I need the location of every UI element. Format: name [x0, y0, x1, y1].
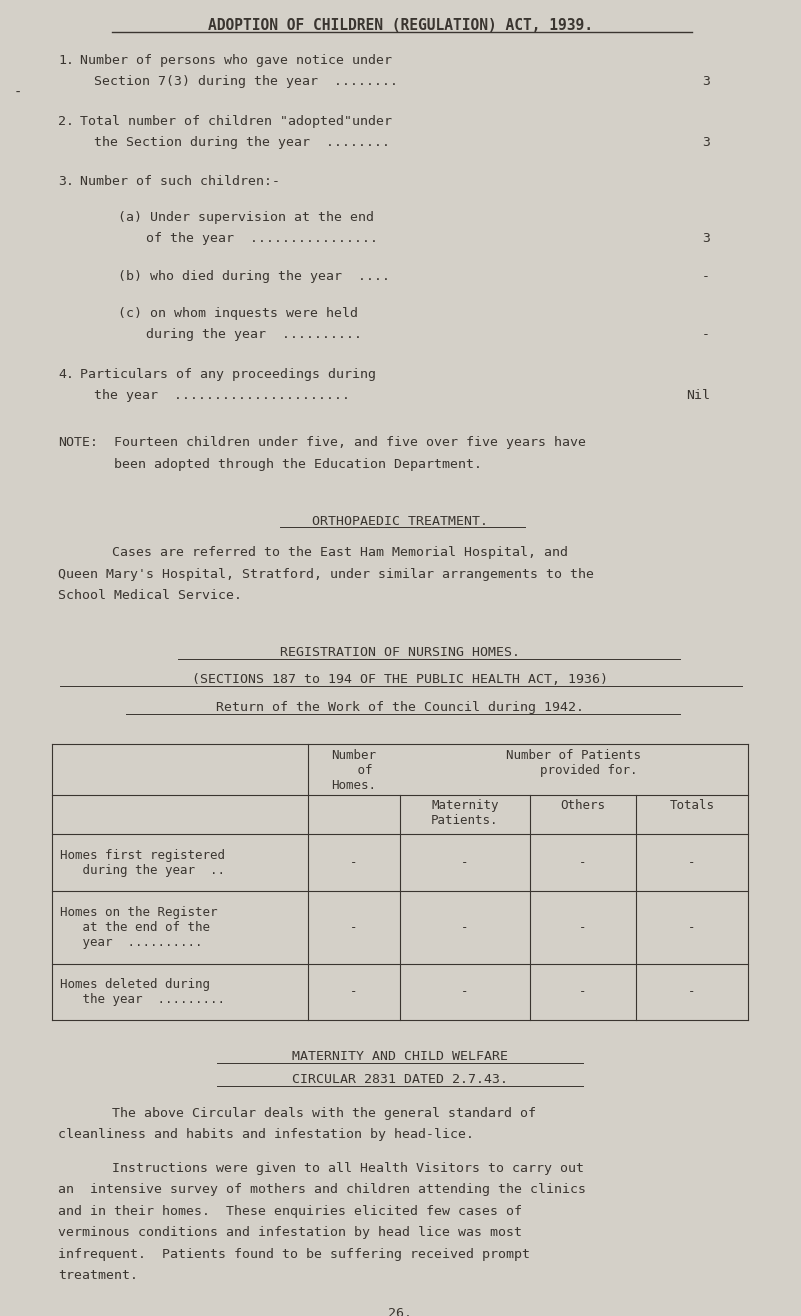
Text: -: -	[461, 855, 469, 869]
Text: Maternity
Patients.: Maternity Patients.	[431, 799, 499, 826]
Text: (SECTIONS 187 to 194 OF THE PUBLIC HEALTH ACT, 1936): (SECTIONS 187 to 194 OF THE PUBLIC HEALT…	[192, 674, 608, 687]
Text: -: -	[579, 986, 587, 999]
Text: -: -	[461, 921, 469, 934]
Text: -: -	[350, 855, 358, 869]
Text: Homes deleted during
   the year  .........: Homes deleted during the year .........	[60, 978, 225, 1005]
Text: -: -	[688, 986, 696, 999]
Text: NOTE:: NOTE:	[58, 436, 98, 449]
Text: REGISTRATION OF NURSING HOMES.: REGISTRATION OF NURSING HOMES.	[280, 646, 520, 659]
Text: the Section during the year  ........: the Section during the year ........	[94, 137, 390, 149]
Text: The above Circular deals with the general standard of: The above Circular deals with the genera…	[112, 1107, 536, 1120]
Text: Particulars of any proceedings during: Particulars of any proceedings during	[80, 367, 376, 380]
Text: Number of persons who gave notice under: Number of persons who gave notice under	[80, 54, 392, 67]
Text: Homes first registered
   during the year  ..: Homes first registered during the year .…	[60, 849, 225, 876]
Text: School Medical Service.: School Medical Service.	[58, 590, 242, 603]
Text: during the year  ..........: during the year ..........	[146, 329, 362, 341]
Text: the year  ......................: the year ......................	[94, 390, 350, 403]
Text: verminous conditions and infestation by head lice was most: verminous conditions and infestation by …	[58, 1227, 522, 1240]
Text: treatment.: treatment.	[58, 1270, 138, 1282]
Text: -: -	[350, 986, 358, 999]
Text: 3: 3	[702, 137, 710, 149]
Text: been adopted through the Education Department.: been adopted through the Education Depar…	[114, 458, 482, 471]
Text: -: -	[688, 855, 696, 869]
Text: Total number of children "adopted"under: Total number of children "adopted"under	[80, 114, 392, 128]
Text: ADOPTION OF CHILDREN (REGULATION) ACT, 1939.: ADOPTION OF CHILDREN (REGULATION) ACT, 1…	[207, 17, 593, 33]
Text: CIRCULAR 2831 DATED 2.7.43.: CIRCULAR 2831 DATED 2.7.43.	[292, 1074, 508, 1086]
Text: of the year  ................: of the year ................	[146, 233, 378, 245]
Text: 3: 3	[702, 233, 710, 245]
Text: -: -	[579, 921, 587, 934]
Text: (c) on whom inquests were held: (c) on whom inquests were held	[118, 307, 358, 320]
Text: Homes on the Register
   at the end of the
   year  ..........: Homes on the Register at the end of the …	[60, 905, 218, 949]
Text: MATERNITY AND CHILD WELFARE: MATERNITY AND CHILD WELFARE	[292, 1050, 508, 1063]
Text: Queen Mary's Hospital, Stratford, under similar arrangements to the: Queen Mary's Hospital, Stratford, under …	[58, 567, 594, 580]
Text: Nil: Nil	[686, 390, 710, 403]
Text: Others: Others	[561, 799, 606, 812]
Text: (a) Under supervision at the end: (a) Under supervision at the end	[118, 211, 374, 224]
Text: Section 7(3) during the year  ........: Section 7(3) during the year ........	[94, 75, 398, 88]
Text: ORTHOPAEDIC TREATMENT.: ORTHOPAEDIC TREATMENT.	[312, 515, 488, 528]
Text: 1.: 1.	[58, 54, 74, 67]
Text: Fourteen children under five, and five over five years have: Fourteen children under five, and five o…	[114, 436, 586, 449]
Text: -: -	[688, 921, 696, 934]
Text: -: -	[350, 921, 358, 934]
Text: (b) who died during the year  ....: (b) who died during the year ....	[118, 270, 390, 283]
Text: 26.: 26.	[388, 1307, 412, 1316]
Text: Totals: Totals	[670, 799, 714, 812]
Text: Cases are referred to the East Ham Memorial Hospital, and: Cases are referred to the East Ham Memor…	[112, 546, 568, 559]
Text: 3: 3	[702, 75, 710, 88]
Text: Number of Patients
    provided for.: Number of Patients provided for.	[506, 749, 642, 776]
Text: -: -	[579, 855, 587, 869]
Text: -: -	[702, 270, 710, 283]
Text: -: -	[461, 986, 469, 999]
Text: cleanliness and habits and infestation by head-lice.: cleanliness and habits and infestation b…	[58, 1128, 474, 1141]
Text: Return of the Work of the Council during 1942.: Return of the Work of the Council during…	[216, 701, 584, 713]
Text: and in their homes.  These enquiries elicited few cases of: and in their homes. These enquiries elic…	[58, 1204, 522, 1217]
Text: 4.: 4.	[58, 367, 74, 380]
Text: Number of such children:-: Number of such children:-	[80, 175, 280, 188]
Text: an  intensive survey of mothers and children attending the clinics: an intensive survey of mothers and child…	[58, 1183, 586, 1196]
Text: 2.: 2.	[58, 114, 74, 128]
Text: infrequent.  Patients found to be suffering received prompt: infrequent. Patients found to be sufferi…	[58, 1248, 530, 1261]
Text: -: -	[702, 329, 710, 341]
Text: 3.: 3.	[58, 175, 74, 188]
Text: Number
   of
Homes.: Number of Homes.	[332, 749, 376, 792]
Text: -: -	[14, 87, 22, 100]
Text: Instructions were given to all Health Visitors to carry out: Instructions were given to all Health Vi…	[112, 1162, 584, 1174]
